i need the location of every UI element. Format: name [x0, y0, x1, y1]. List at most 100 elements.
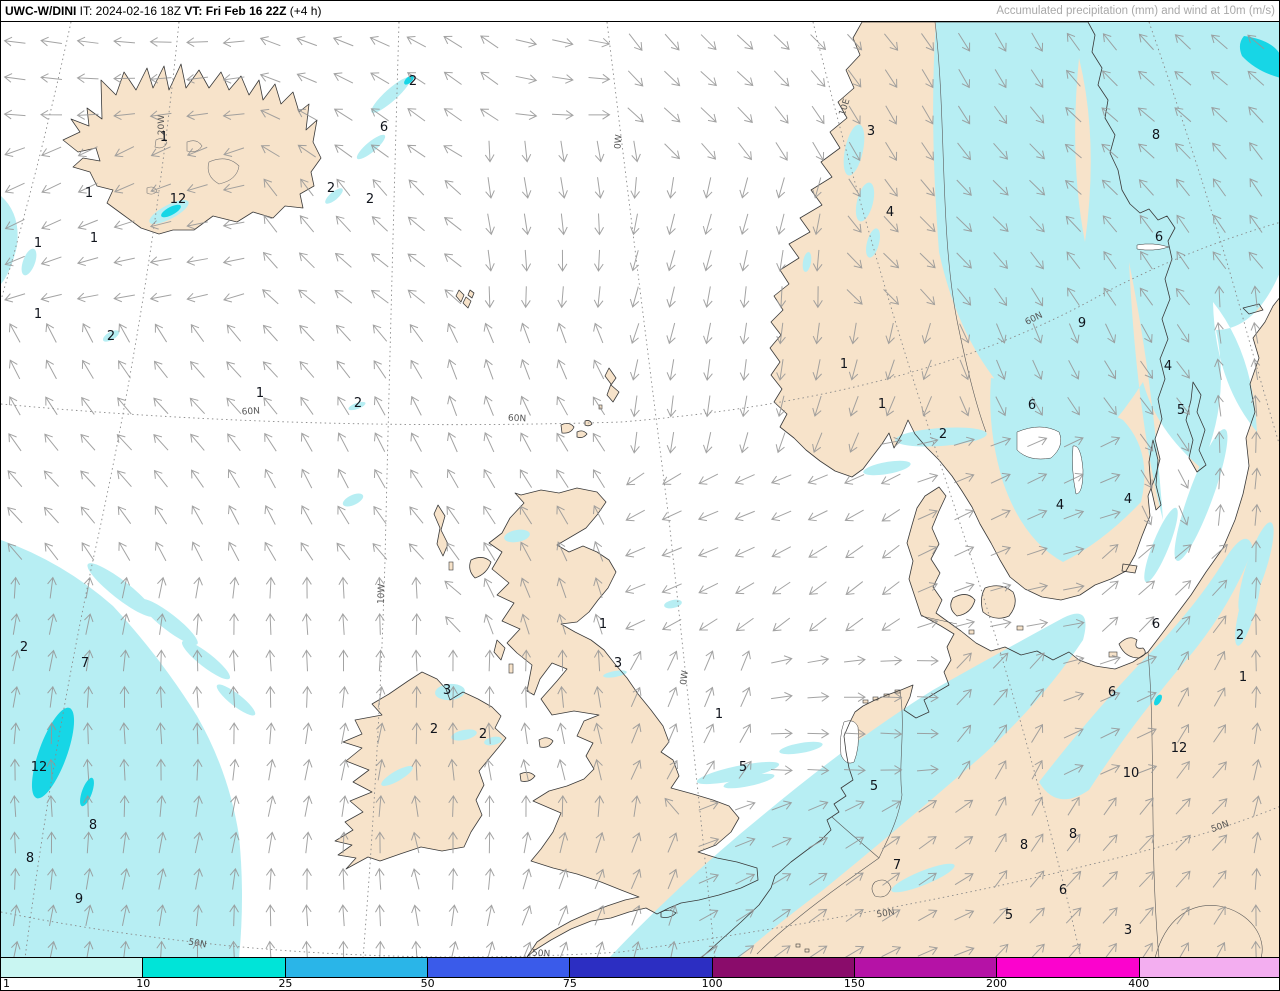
- wind-arrow: [885, 141, 898, 161]
- wind-arrow: [770, 765, 793, 775]
- wind-arrow: [1102, 215, 1118, 233]
- wind-arrow: [954, 472, 975, 484]
- wind-arrow: [4, 218, 25, 230]
- wind-arrow: [521, 685, 531, 708]
- wind-arrow: [1251, 503, 1262, 526]
- wind-arrow: [373, 432, 386, 452]
- wind-arrow: [334, 144, 353, 158]
- wind-arrow: [956, 652, 972, 669]
- wind-arrow: [1101, 143, 1119, 159]
- wind-arrow: [959, 396, 970, 417]
- precip-area: [348, 401, 366, 411]
- wind-arrow: [410, 469, 423, 488]
- wind-arrow: [1026, 545, 1048, 556]
- wind-arrow: [1063, 509, 1085, 520]
- wind-arrow: [1030, 69, 1044, 88]
- wind-arrow: [1249, 142, 1263, 160]
- wind-arrow: [335, 324, 351, 342]
- wind-arrow: [844, 509, 864, 522]
- wind-arrow: [885, 105, 898, 125]
- wind-arrow: [1031, 759, 1044, 780]
- wind-arrow: [1212, 870, 1227, 888]
- precip-value-label: 3: [443, 683, 451, 698]
- wind-arrow: [337, 505, 350, 525]
- country-border: [934, 22, 987, 433]
- wind-arrow: [448, 722, 458, 745]
- wind-arrow: [846, 252, 863, 269]
- lake: [1072, 445, 1084, 495]
- wind-arrow: [995, 323, 1007, 344]
- wind-arrow: [1063, 618, 1085, 629]
- wind-arrow: [738, 142, 753, 161]
- precip-value-label: 1: [160, 130, 168, 145]
- wind-arrow: [370, 108, 389, 122]
- wind-arrow: [1251, 430, 1261, 453]
- wind-arrow: [1176, 906, 1190, 925]
- wind-arrow: [739, 395, 750, 418]
- wind-arrow: [1250, 285, 1261, 308]
- wind-arrow: [594, 868, 605, 890]
- wind-arrow: [917, 618, 939, 629]
- wind-arrow: [153, 397, 169, 415]
- wind-arrow: [411, 685, 422, 708]
- wind-arrow: [113, 292, 135, 303]
- wind-arrow: [1101, 70, 1118, 87]
- wind-arrow: [808, 617, 827, 632]
- precip-value-label: 4: [1056, 498, 1064, 513]
- precip-area-heavy: [404, 75, 414, 85]
- wind-arrow: [592, 396, 606, 416]
- wind-arrow: [1251, 867, 1262, 890]
- valid-time: VT: Fri Feb 16 22Z: [184, 4, 287, 18]
- precip-area: [1039, 538, 1253, 800]
- wind-arrow: [664, 70, 681, 87]
- precip-area: [843, 833, 879, 847]
- wind-arrow: [301, 940, 312, 957]
- wind-arrow: [885, 359, 895, 381]
- wind-arrow: [299, 215, 315, 233]
- wind-arrow: [919, 252, 936, 269]
- wind-arrow: [954, 509, 975, 521]
- wind-arrow: [521, 831, 532, 854]
- precip-value-label: 9: [1078, 316, 1086, 331]
- wind-arrow: [843, 728, 866, 739]
- precip-value-label: 6: [1028, 398, 1036, 413]
- wind-arrow: [521, 140, 532, 163]
- wind-arrow: [443, 253, 462, 268]
- wind-arrow: [411, 758, 422, 781]
- wind-arrow: [739, 432, 749, 454]
- wind-arrow: [698, 582, 719, 594]
- wind-arrow: [1101, 580, 1119, 596]
- wind-arrow: [515, 38, 538, 48]
- wind-arrow: [339, 685, 349, 708]
- precip-value-label: 3: [867, 124, 875, 139]
- wind-arrow: [1212, 579, 1228, 597]
- wind-arrow: [262, 289, 279, 305]
- wind-arrow: [1141, 505, 1153, 526]
- wind-arrow: [484, 758, 494, 781]
- wind-arrow: [1249, 214, 1263, 233]
- wind-arrow: [83, 685, 94, 708]
- wind-arrow: [371, 253, 389, 268]
- wind-arrow: [1138, 33, 1154, 51]
- wind-arrow: [230, 795, 240, 817]
- wind-arrow: [703, 650, 715, 671]
- wind-arrow: [1250, 394, 1261, 417]
- wind-arrow: [884, 69, 898, 88]
- wind-arrow: [8, 359, 21, 380]
- wind-arrow: [1063, 727, 1084, 739]
- wind-arrow: [370, 72, 390, 85]
- wind-arrow: [520, 722, 531, 745]
- wind-arrow: [1213, 687, 1226, 707]
- wind-arrow: [229, 576, 240, 599]
- wind-arrow: [1178, 505, 1189, 526]
- wind-arrow: [918, 800, 938, 813]
- wind-arrow: [83, 649, 94, 672]
- island-speck: [508, 663, 514, 674]
- wind-arrow: [521, 249, 532, 272]
- wind-arrow: [1214, 941, 1226, 957]
- wind-arrow: [994, 69, 1007, 89]
- wind-arrow: [40, 146, 62, 158]
- wind-arrow: [631, 940, 642, 957]
- country-border: [831, 816, 880, 859]
- coastline-bornholm: [1121, 563, 1138, 574]
